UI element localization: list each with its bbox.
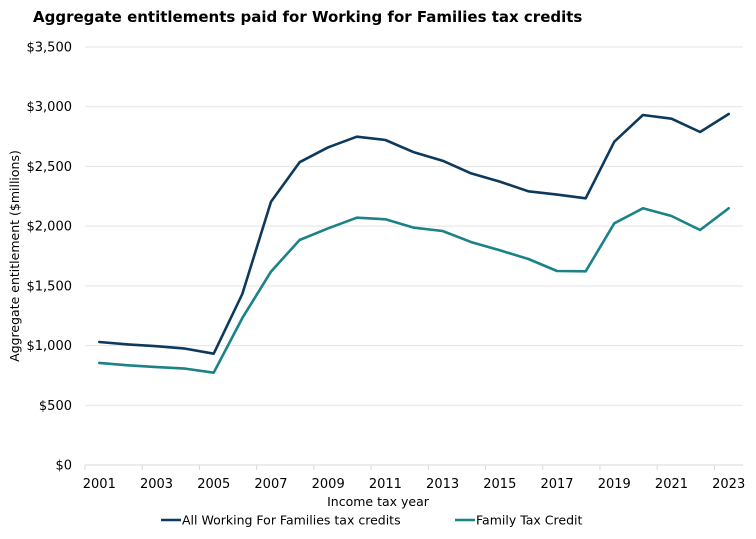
legend-label: Family Tax Credit (476, 513, 582, 528)
x-tick-label: 2005 (197, 477, 230, 492)
y-tick-label: $2,500 (27, 160, 73, 175)
y-axis-label: Aggregate entitlement ($millions) (7, 150, 22, 362)
x-tick-label: 2019 (598, 477, 631, 492)
x-tick-label: 2007 (254, 477, 287, 492)
x-tick-label: 2001 (83, 477, 116, 492)
y-tick-label: $1,000 (27, 339, 73, 354)
series-lines (98, 112, 731, 375)
x-tick-label: 2013 (426, 477, 459, 492)
x-tick-label: 2015 (483, 477, 516, 492)
x-axis-ticks: 2001 2003 2005 2007 2009 2011 2013 2015 2017 2019… (83, 477, 745, 492)
x-axis-label: Income tax year (327, 494, 430, 509)
y-tick-label: $1,500 (27, 279, 73, 294)
x-tick-label: 2009 (312, 477, 345, 492)
x-tick-label: 2021 (655, 477, 688, 492)
y-tick-label: $0 (55, 459, 72, 474)
y-axis-ticks: $0 $500 $1,000 $1,500 $2,000 $2,500 $3,000 $3,5… (27, 41, 73, 474)
y-tick-label: $3,500 (27, 41, 73, 56)
x-tick-label: 2023 (712, 477, 745, 492)
x-tick-label: 2011 (369, 477, 402, 492)
x-axis (84, 464, 743, 470)
legend-label: All Working For Families tax credits (182, 513, 401, 528)
x-tick-label: 2017 (540, 477, 573, 492)
series-line-family-tax-credit (98, 207, 731, 375)
y-tick-label: $3,000 (27, 100, 73, 115)
chart-title: Aggregate entitlements paid for Working … (33, 8, 582, 26)
y-tick-label: $2,000 (27, 220, 73, 235)
x-tick-label: 2003 (140, 477, 173, 492)
y-tick-label: $500 (39, 399, 72, 414)
series-line-all-wff (98, 112, 731, 356)
legend: All Working For Families tax credits Fami… (161, 513, 582, 528)
gridlines (85, 46, 743, 406)
